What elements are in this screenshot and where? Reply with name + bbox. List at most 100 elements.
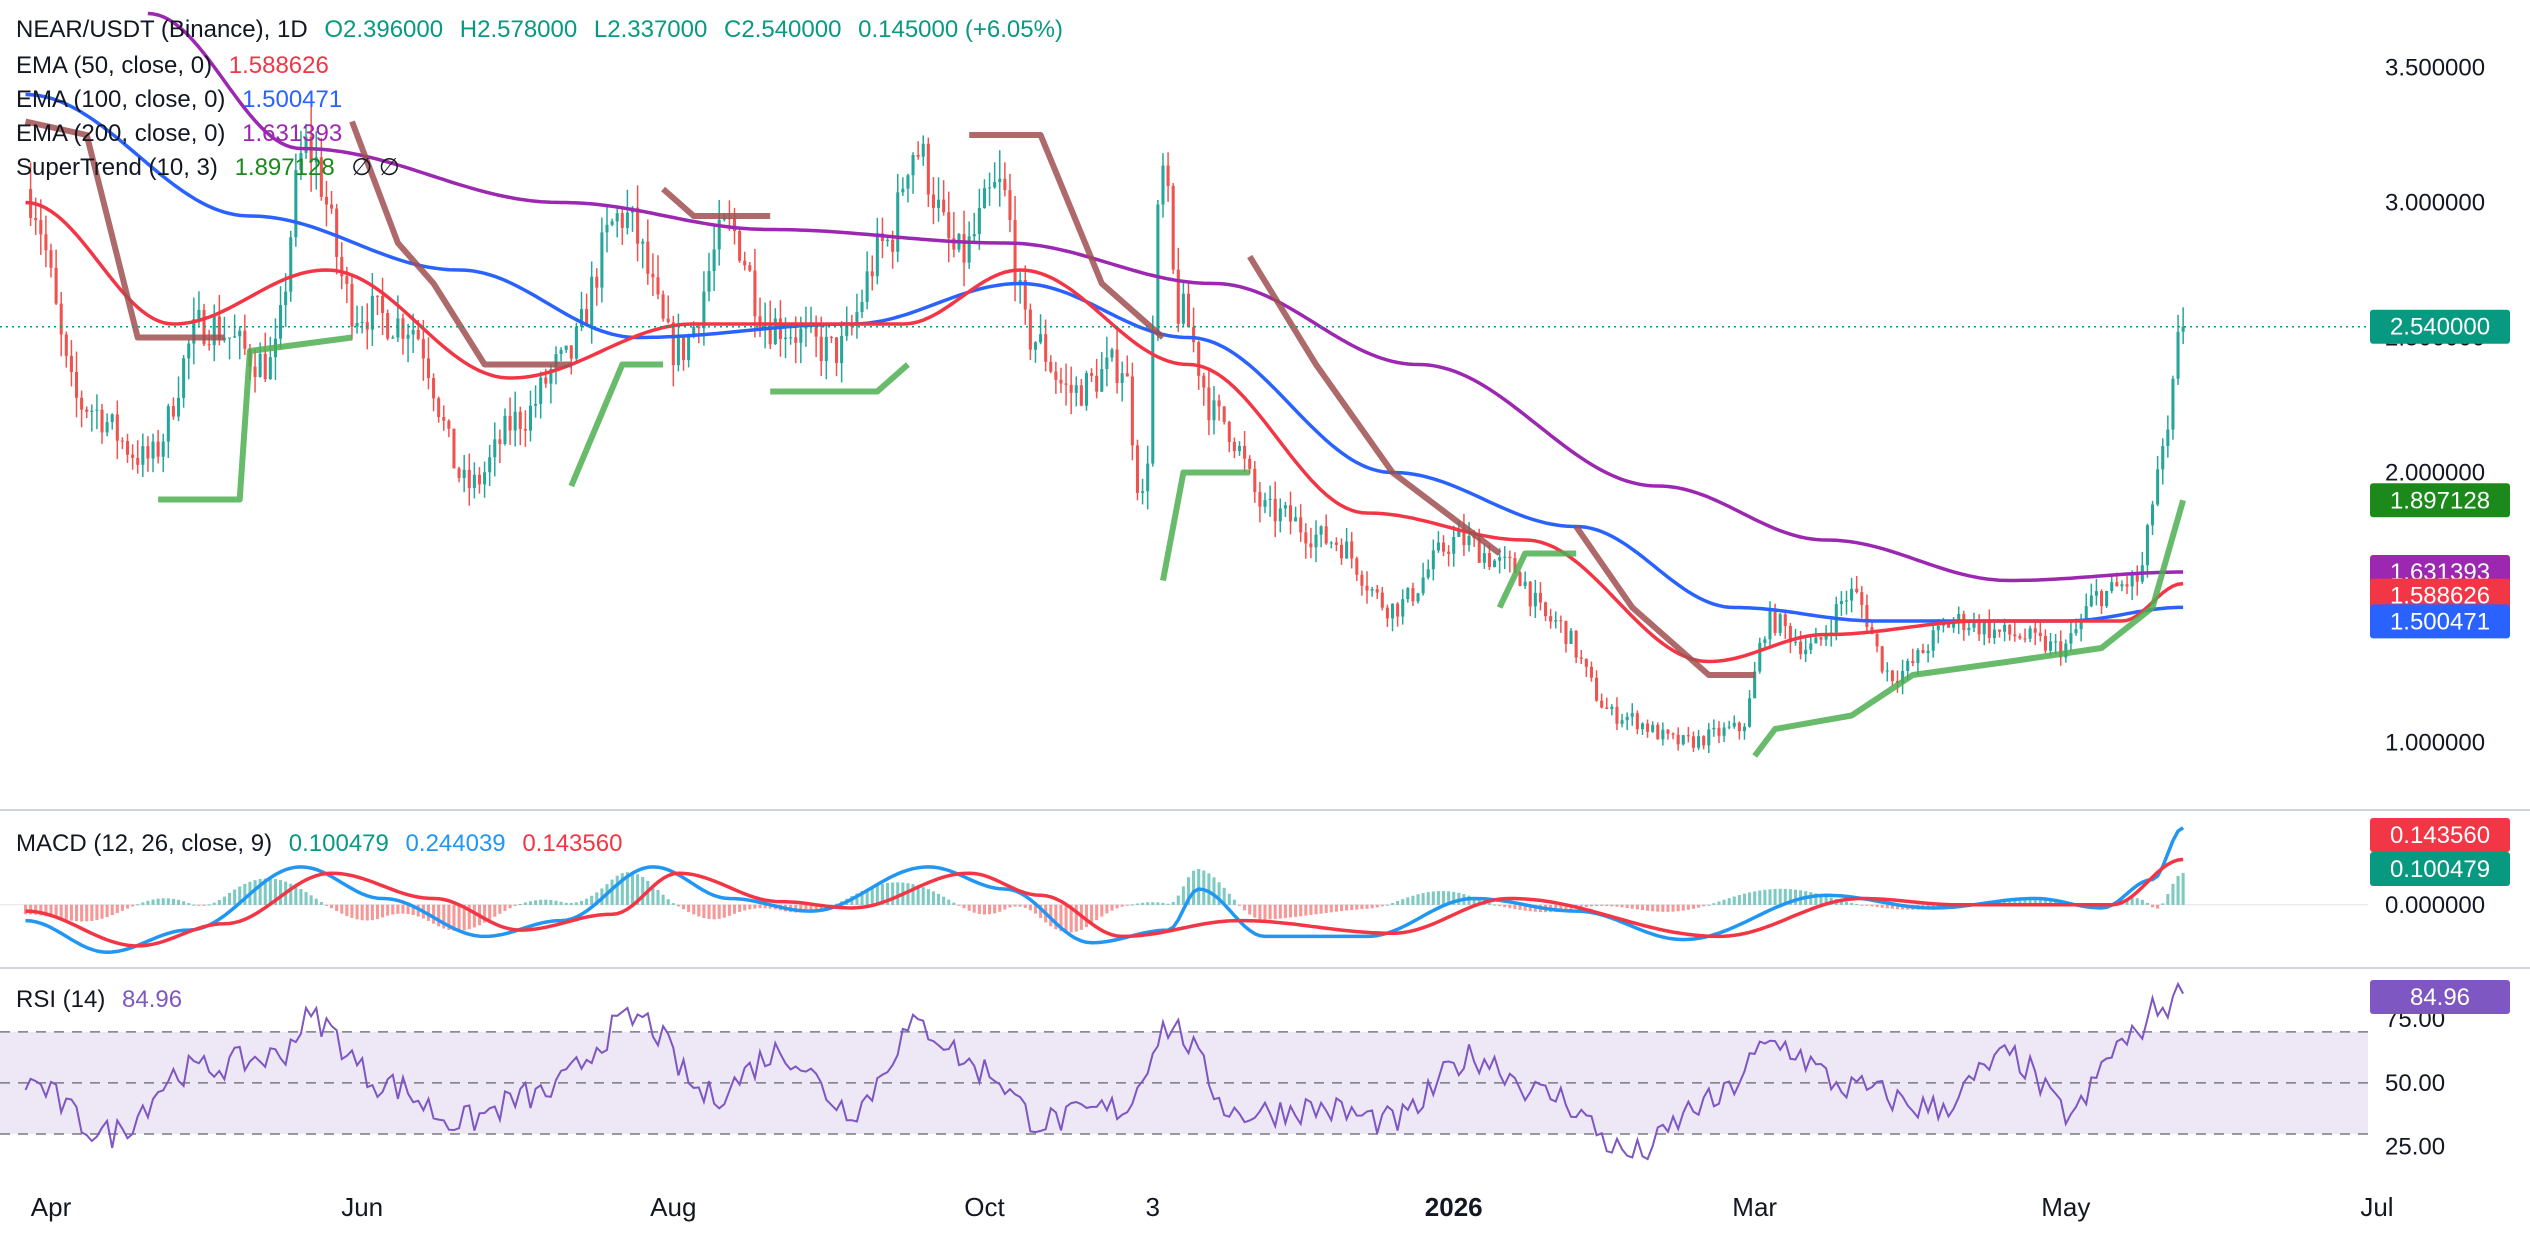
- candle-body: [233, 336, 237, 338]
- candle: [1151, 315, 1155, 467]
- candle: [906, 173, 910, 203]
- candle: [1130, 362, 1134, 461]
- candle: [1523, 571, 1527, 589]
- candle-body: [982, 188, 986, 208]
- macd-histogram-bar: [1523, 904, 1527, 911]
- candle: [228, 337, 232, 360]
- candle-body: [579, 308, 584, 327]
- macd-histogram-bar: [1268, 904, 1272, 920]
- macd-histogram-bar: [1161, 902, 1165, 905]
- candle: [1707, 722, 1711, 754]
- macd-histogram-bar: [335, 904, 339, 912]
- macd-histogram-bar: [712, 904, 716, 920]
- macd-histogram-bar: [625, 872, 629, 905]
- candle-body: [2145, 525, 2149, 566]
- candle: [125, 433, 130, 463]
- candle: [1977, 614, 1981, 641]
- macd-histogram-bar: [1880, 904, 1884, 908]
- macd-histogram-bar: [1870, 904, 1874, 907]
- candle-body: [1799, 641, 1803, 655]
- candle-body: [615, 213, 619, 222]
- candle-body: [1686, 735, 1690, 737]
- close-price-tag: 2.540000: [2370, 309, 2510, 344]
- candle: [860, 289, 864, 319]
- macd-histogram-bar: [365, 904, 369, 921]
- candle: [875, 217, 879, 285]
- macd-histogram-bar: [1125, 904, 1129, 906]
- candle: [564, 345, 568, 353]
- macd-histogram-bar: [2018, 898, 2022, 905]
- candle-body: [1819, 637, 1823, 640]
- candle-body: [559, 349, 563, 355]
- candle-body: [722, 218, 726, 220]
- macd-histogram-bar: [442, 904, 446, 929]
- candle: [1992, 622, 1996, 645]
- macd-histogram-bar: [309, 895, 313, 905]
- macd-histogram-bar: [732, 904, 737, 914]
- candle-body: [1319, 526, 1323, 535]
- candle-body: [2156, 469, 2160, 505]
- candle-body: [1079, 385, 1083, 406]
- macd-histogram-bar: [1875, 904, 1879, 908]
- candle-body: [687, 336, 691, 361]
- candle: [656, 255, 660, 300]
- candle-body: [1406, 588, 1410, 600]
- macd-histogram-bar: [1860, 904, 1864, 906]
- candle-body: [1554, 620, 1558, 622]
- candle: [1600, 693, 1604, 709]
- candle: [1589, 661, 1593, 682]
- candle-body: [1329, 542, 1333, 544]
- candle: [238, 326, 242, 360]
- legend-macd: MACD (12, 26, close, 9) 0.100479 0.24403…: [16, 828, 632, 860]
- candle-body: [1865, 604, 1869, 628]
- legend-ema100-value: 1.500471: [242, 86, 343, 113]
- candle-body: [432, 378, 436, 399]
- macd-histogram-bar: [870, 886, 874, 905]
- legend-symbol: NEAR/USDT (Binance), 1D: [16, 16, 308, 43]
- candle-body: [988, 187, 992, 189]
- candle: [1921, 643, 1925, 654]
- candle-body: [176, 397, 181, 417]
- macd-histogram-bar: [1263, 904, 1267, 920]
- candle: [452, 428, 456, 469]
- candle: [120, 437, 124, 450]
- candle: [651, 253, 655, 297]
- candle-body: [1850, 588, 1854, 601]
- candle-body: [1742, 726, 1747, 732]
- legend-low: L2.337000: [593, 16, 708, 43]
- candle: [559, 347, 563, 362]
- macd-histogram-bar: [1436, 891, 1440, 905]
- macd-histogram-bar: [156, 898, 160, 905]
- candle: [1844, 590, 1849, 615]
- candle: [1865, 594, 1869, 632]
- macd-histogram-bar: [1039, 904, 1043, 918]
- macd-histogram-bar: [1600, 904, 1604, 906]
- macd-histogram-bar: [1661, 904, 1665, 912]
- macd-histogram-bar: [1350, 904, 1354, 911]
- macd-histogram-bar: [1222, 887, 1226, 905]
- candle-body: [1656, 724, 1660, 740]
- candle: [605, 205, 609, 253]
- candle-body: [1013, 219, 1017, 285]
- candle: [1324, 514, 1328, 545]
- candle-body: [1824, 634, 1828, 640]
- candle: [1452, 525, 1456, 567]
- macd-histogram-bar: [1232, 899, 1236, 905]
- macd-histogram-bar: [1793, 889, 1798, 905]
- macd-histogram-bar: [49, 904, 53, 918]
- candle-body: [1273, 498, 1277, 522]
- macd-histogram-bar: [1855, 903, 1859, 905]
- candle: [1049, 355, 1053, 374]
- candle-body: [911, 154, 915, 176]
- candle-body: [1314, 534, 1318, 548]
- candle: [590, 261, 594, 344]
- macd-histogram-bar: [993, 904, 997, 914]
- macd-histogram-bar: [676, 904, 680, 907]
- candle: [1722, 722, 1726, 742]
- macd-histogram-bar: [39, 904, 43, 916]
- candle: [819, 316, 823, 377]
- candle-body: [732, 218, 737, 232]
- candle: [595, 268, 599, 306]
- candle-body: [1324, 526, 1328, 544]
